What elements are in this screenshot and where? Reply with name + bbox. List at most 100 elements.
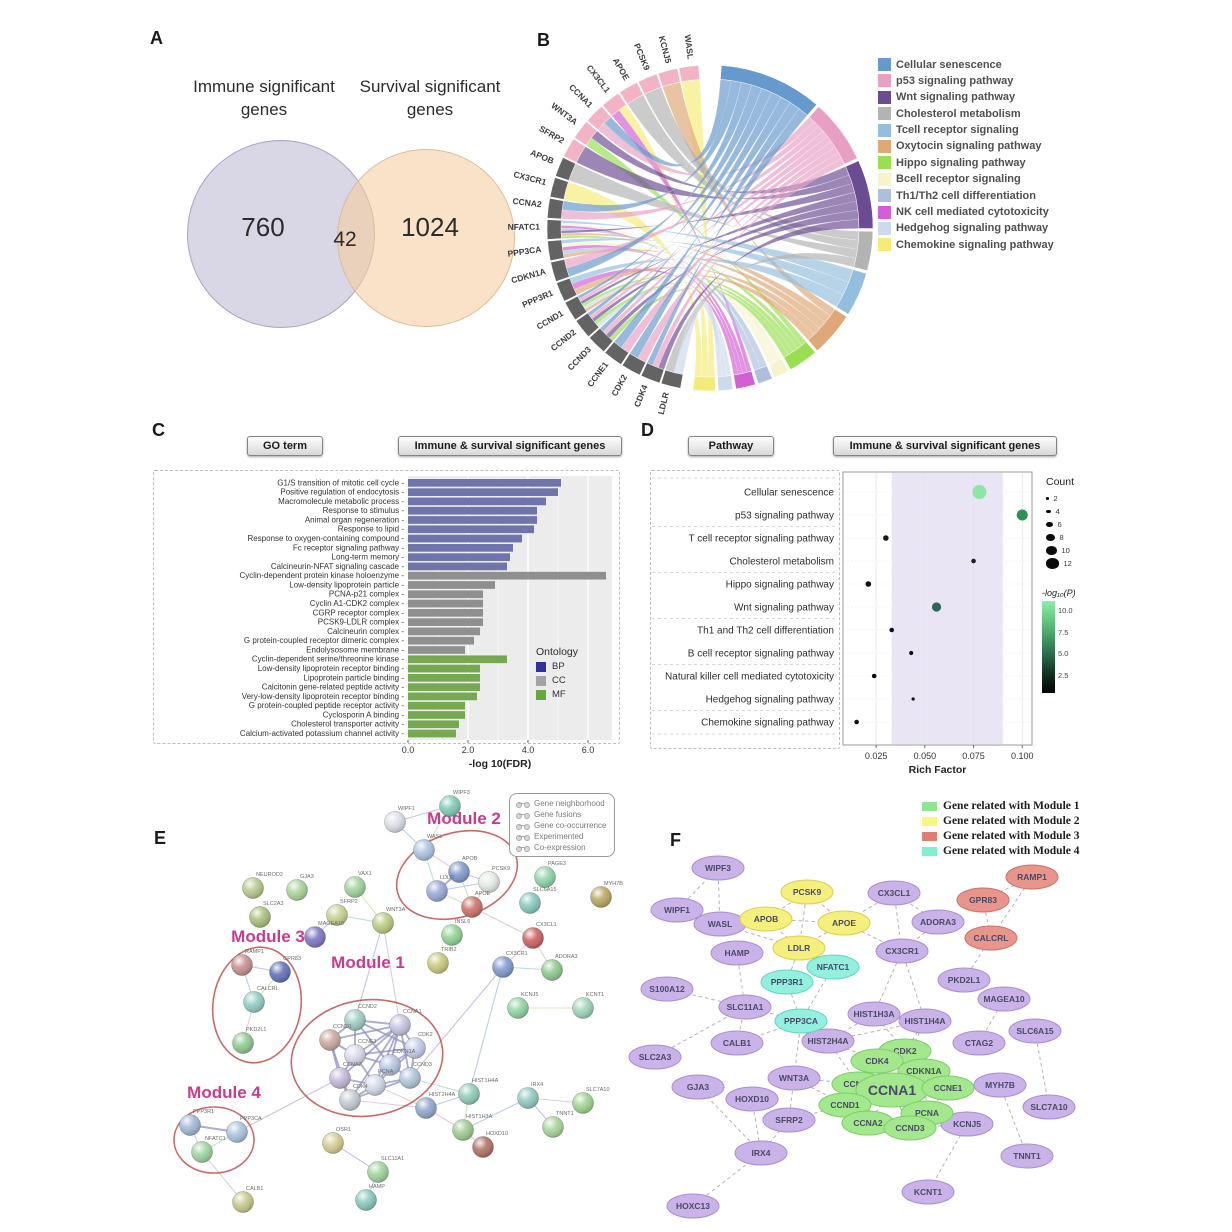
panel-c-label: C bbox=[152, 420, 165, 440]
module-network-node[interactable] bbox=[628, 1044, 682, 1070]
module-network-node[interactable] bbox=[964, 925, 1018, 951]
string-node-shine bbox=[231, 954, 253, 976]
module-network-node[interactable] bbox=[772, 935, 826, 961]
module-network-node[interactable] bbox=[867, 880, 921, 906]
module-network-node[interactable] bbox=[806, 954, 860, 980]
go-bar-label: Calcium-activated potassium channel acti… bbox=[240, 729, 404, 738]
string-node-shine bbox=[355, 1189, 377, 1211]
module-network-node[interactable] bbox=[875, 938, 929, 964]
pathway-legend-swatch bbox=[878, 205, 891, 219]
module-network-node[interactable] bbox=[977, 986, 1031, 1012]
string-node-shine bbox=[242, 877, 264, 899]
module-network-node[interactable] bbox=[973, 1072, 1027, 1098]
module-label: Module 4 bbox=[187, 1083, 261, 1102]
string-node-shine bbox=[427, 952, 449, 974]
pathway-row-label: Hedgehog signaling pathway bbox=[706, 695, 834, 706]
module-network-node[interactable] bbox=[1008, 1018, 1062, 1044]
module-network-node[interactable] bbox=[921, 1075, 975, 1101]
string-legend-label: Gene neighborhood bbox=[534, 799, 605, 808]
string-node-label: CCND2 bbox=[358, 1004, 377, 1010]
string-edge bbox=[201, 1151, 244, 1203]
string-node-label: SLC11A1 bbox=[381, 1156, 404, 1162]
module-network-node[interactable] bbox=[710, 940, 764, 966]
ontology-legend-swatch bbox=[536, 661, 546, 672]
d-genes-header-button[interactable]: Immune & survival significant genes bbox=[833, 436, 1057, 456]
module-network-node[interactable] bbox=[710, 1030, 764, 1056]
module-network-node[interactable] bbox=[1022, 1094, 1076, 1120]
go-bar bbox=[408, 516, 537, 524]
string-node-label: HOXD10 bbox=[486, 1131, 508, 1137]
string-legend-label: Co-expression bbox=[534, 843, 586, 852]
module-network-node[interactable] bbox=[671, 1074, 725, 1100]
go-bar-label: Response to oxygen-containing compound - bbox=[247, 534, 404, 543]
go-x-tick: 6.0 bbox=[582, 745, 595, 755]
pathway-dot bbox=[871, 673, 877, 679]
pathway-header-button[interactable]: Pathway bbox=[688, 436, 774, 456]
string-edge bbox=[339, 1024, 401, 1079]
module-network-node[interactable] bbox=[911, 909, 965, 935]
module-network-node[interactable] bbox=[762, 1107, 816, 1133]
pathway-legend-label: Tcell receptor signaling bbox=[896, 124, 1019, 137]
count-legend: Count 2 4 6 8 10 12 bbox=[1046, 476, 1074, 570]
chord-arc bbox=[678, 65, 700, 83]
module-network-node[interactable] bbox=[850, 1048, 904, 1074]
module-network-node[interactable] bbox=[1000, 1143, 1054, 1169]
chord-arc bbox=[720, 65, 817, 116]
module-network-node[interactable] bbox=[718, 994, 772, 1020]
module-network-node[interactable] bbox=[774, 1008, 828, 1034]
string-legend-item: Gene fusions bbox=[516, 809, 606, 820]
venn-overlap-count: 42 bbox=[333, 228, 357, 251]
go-term-header-button[interactable]: GO term bbox=[247, 436, 323, 456]
pathway-legend-label: Hedgehog signaling pathway bbox=[896, 222, 1049, 235]
go-bar-label: Very-low-density lipoprotein receptor bi… bbox=[242, 692, 405, 701]
go-bar bbox=[408, 701, 465, 710]
string-node-label: TRIB2 bbox=[441, 947, 457, 953]
module-network-node[interactable] bbox=[898, 1008, 952, 1034]
module-network-node[interactable] bbox=[725, 1086, 779, 1112]
module-network-node-label: PPP3R1 bbox=[771, 977, 804, 987]
count-legend-item: 2 bbox=[1046, 492, 1074, 505]
count-legend-label: 10 bbox=[1061, 546, 1070, 555]
module-network-node[interactable] bbox=[1005, 864, 1059, 890]
module-network-node[interactable] bbox=[901, 1179, 955, 1205]
module-network-node[interactable] bbox=[640, 976, 694, 1002]
module-network-node-label: HAMP bbox=[724, 948, 749, 958]
module-network-node[interactable] bbox=[937, 967, 991, 993]
module-network-node-label: GPR83 bbox=[969, 895, 997, 905]
module-network-node[interactable] bbox=[883, 1115, 937, 1141]
count-legend-title: Count bbox=[1046, 476, 1075, 488]
string-node-label: PPP3R1 bbox=[193, 1109, 214, 1115]
chord-arc bbox=[853, 230, 874, 272]
module-network-node[interactable] bbox=[801, 1028, 855, 1054]
module-network-node[interactable] bbox=[952, 1030, 1006, 1056]
c-genes-header-button[interactable]: Immune & survival significant genes bbox=[398, 436, 622, 456]
module-network-node[interactable] bbox=[847, 1001, 901, 1027]
module-network-node[interactable] bbox=[780, 879, 834, 905]
string-node-label: IRX4 bbox=[531, 1082, 543, 1088]
module-network-node[interactable] bbox=[739, 906, 793, 932]
count-legend-item: 4 bbox=[1046, 505, 1074, 518]
pathway-legend-label: Hippo signaling pathway bbox=[896, 156, 1026, 169]
go-bar bbox=[408, 664, 480, 673]
chord-arc bbox=[547, 198, 564, 220]
module-network-node[interactable] bbox=[940, 1111, 994, 1137]
module-network-node[interactable] bbox=[760, 969, 814, 995]
string-node-label: CALCRL bbox=[257, 986, 279, 992]
module-network-node[interactable] bbox=[767, 1065, 821, 1091]
pathway-legend-swatch bbox=[878, 139, 891, 153]
module-network-node[interactable] bbox=[956, 887, 1010, 913]
module-network-node[interactable] bbox=[650, 897, 704, 923]
chord-arc bbox=[621, 353, 647, 376]
string-legend-label: Gene co-occurrence bbox=[534, 821, 607, 830]
module-gene-legend-item: Gene related with Module 4 bbox=[922, 845, 1080, 857]
pathway-row-label: Chemokine signaling pathway bbox=[701, 718, 834, 729]
module-network-node[interactable] bbox=[817, 910, 871, 936]
module-network-node[interactable] bbox=[666, 1193, 720, 1219]
module-network-node[interactable] bbox=[734, 1140, 788, 1166]
pathway-legend-swatch bbox=[878, 107, 891, 121]
chord-arc bbox=[555, 157, 576, 181]
string-edge bbox=[382, 922, 401, 1026]
chord-arc bbox=[602, 92, 627, 117]
module-network-node[interactable] bbox=[691, 855, 745, 881]
